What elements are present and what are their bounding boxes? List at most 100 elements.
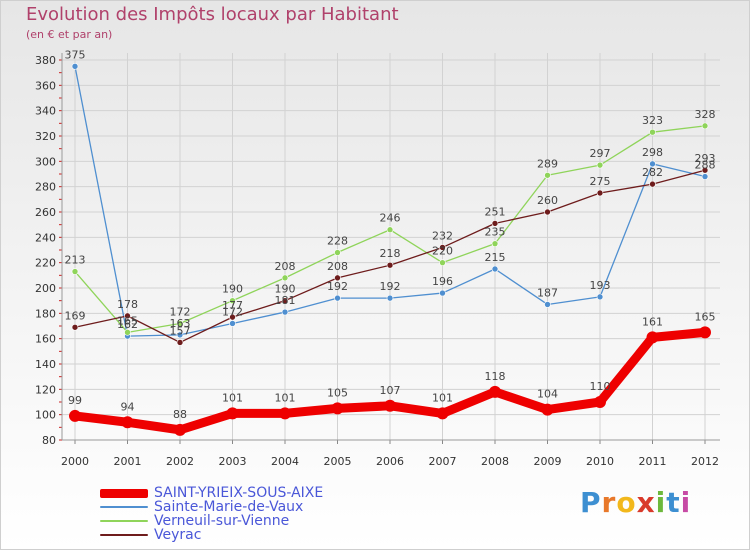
data-label: 232	[432, 229, 453, 242]
data-label: 218	[380, 247, 401, 260]
data-point	[596, 161, 604, 169]
data-label: 190	[222, 283, 243, 296]
data-label: 165	[117, 314, 138, 327]
y-tick-label: 220	[35, 257, 56, 270]
y-tick-label: 140	[35, 358, 56, 371]
data-points	[69, 63, 711, 436]
y-tick-label: 120	[35, 383, 56, 396]
data-label: 101	[275, 391, 296, 404]
chart-title: Evolution des Impôts locaux par Habitant	[26, 4, 399, 25]
data-point	[331, 402, 344, 415]
legend-swatch	[100, 534, 148, 536]
data-label: 169	[65, 309, 86, 322]
data-point	[649, 128, 656, 136]
data-label: 196	[432, 275, 453, 288]
legend-item-veyrac[interactable]: Veyrac	[100, 528, 323, 542]
data-point	[124, 329, 131, 336]
data-point	[71, 268, 79, 275]
data-point	[279, 407, 291, 420]
data-point	[436, 407, 449, 420]
logo-letter: i	[655, 486, 667, 519]
chart-subtitle: (en € et par an)	[26, 28, 113, 41]
x-tick-label: 2000	[61, 455, 89, 468]
x-tick-label: 2004	[271, 455, 299, 468]
data-point	[281, 308, 289, 316]
y-tick-label: 360	[35, 79, 56, 92]
data-label: 289	[537, 157, 558, 170]
x-tick-label: 2002	[166, 455, 194, 468]
data-point	[69, 409, 81, 422]
data-label: 375	[65, 48, 86, 61]
data-point	[491, 220, 499, 227]
logo-letter: P	[580, 486, 602, 519]
data-point	[121, 416, 134, 429]
data-point	[541, 403, 554, 416]
data-label: 101	[222, 391, 243, 404]
data-label: 275	[590, 175, 611, 188]
data-label: 177	[222, 299, 243, 312]
legend-item-verneuil[interactable]: Verneuil-sur-Vienne	[100, 514, 323, 528]
y-tick-label: 300	[35, 155, 56, 168]
data-point	[281, 274, 289, 282]
data-label: 208	[327, 260, 348, 273]
data-point	[124, 312, 131, 320]
y-tick-label: 320	[35, 130, 56, 143]
data-label: 94	[121, 400, 135, 413]
data-label: 110	[590, 380, 611, 393]
data-label: 163	[170, 317, 191, 330]
data-label: 260	[537, 194, 558, 207]
data-label: 172	[222, 305, 243, 318]
data-label: 323	[642, 114, 663, 127]
data-point	[596, 189, 604, 197]
x-tick-label: 2005	[324, 455, 352, 468]
data-label: 172	[170, 305, 191, 318]
data-point	[544, 208, 551, 216]
data-point	[229, 313, 236, 321]
x-tick-label: 2001	[114, 455, 142, 468]
logo-letter: x	[636, 486, 656, 519]
y-tick-label: 260	[35, 206, 56, 219]
data-label: 192	[327, 280, 348, 293]
x-tick-label: 2007	[429, 455, 457, 468]
data-point	[439, 289, 446, 297]
data-point	[439, 259, 446, 266]
data-label: 215	[485, 251, 506, 264]
data-point	[386, 226, 394, 234]
data-label: 162	[117, 318, 138, 331]
data-label: 165	[695, 310, 716, 323]
legend-item-saint-yrieix[interactable]: SAINT-YRIEIX-SOUS-AIXE	[100, 486, 323, 500]
data-label: 228	[327, 235, 348, 248]
data-point	[229, 320, 236, 327]
data-label: 213	[65, 254, 86, 267]
data-point	[491, 265, 499, 273]
data-label: 246	[380, 212, 401, 225]
data-label: 104	[537, 388, 558, 401]
data-point	[384, 399, 396, 412]
data-point	[229, 297, 236, 304]
y-tick-label: 340	[35, 105, 56, 118]
data-point	[701, 173, 709, 180]
data-point	[649, 180, 656, 188]
x-tick-label: 2011	[639, 455, 667, 468]
logo-letter: t	[666, 486, 681, 519]
data-label: 181	[275, 294, 296, 307]
data-label: 193	[590, 279, 611, 292]
data-label: 293	[695, 152, 716, 165]
data-label: 208	[275, 260, 296, 273]
data-point	[174, 423, 186, 436]
legend-label: Verneuil-sur-Vienne	[154, 513, 290, 529]
data-label: 192	[380, 280, 401, 293]
logo-letter: i	[680, 486, 692, 519]
legend-label: Veyrac	[154, 527, 202, 543]
legend-item-sainte-marie[interactable]: Sainte-Marie-de-Vaux	[100, 500, 323, 514]
data-point	[334, 294, 341, 302]
y-tick-label: 200	[35, 282, 56, 295]
data-label: 328	[695, 108, 716, 121]
x-tick-label: 2006	[376, 455, 404, 468]
y-tick-label: 280	[35, 181, 56, 194]
data-label: 298	[642, 146, 663, 159]
data-label: 220	[432, 245, 453, 258]
data-label: 157	[170, 324, 191, 337]
data-point	[226, 407, 239, 420]
